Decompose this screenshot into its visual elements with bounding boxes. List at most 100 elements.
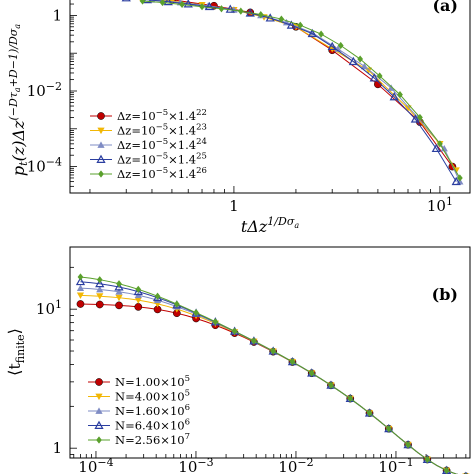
legend-entry: N=1.00×105	[115, 374, 190, 389]
legend-entry: N=6.40×106	[115, 418, 190, 433]
data-point	[357, 55, 364, 63]
series-a-2	[139, 0, 460, 174]
data-point	[134, 303, 143, 311]
data-point	[440, 144, 448, 152]
legend-b: N=1.00×105N=4.00×105N=1.60×106N=6.40×106…	[88, 374, 190, 447]
data-point	[424, 455, 431, 464]
data-point	[270, 347, 277, 355]
data-point	[334, 45, 342, 52]
data-point	[369, 73, 379, 82]
data-point	[139, 0, 141, 1]
data-point	[237, 7, 244, 15]
legend-entry: N=1.60×106	[115, 403, 190, 418]
legend-entry: N=4.00×105	[115, 389, 190, 404]
data-point	[75, 276, 86, 286]
legend-marker	[95, 378, 103, 386]
legend-entry: Δz=10−5×1.425	[117, 152, 207, 167]
data-point	[116, 280, 122, 288]
data-point	[337, 41, 344, 50]
data-point	[159, 0, 166, 7]
data-point	[376, 72, 383, 80]
x-tick-label: 10−3	[178, 456, 213, 474]
data-point	[96, 293, 104, 300]
data-point	[347, 394, 354, 403]
legend-marker	[97, 112, 105, 120]
data-point	[417, 113, 423, 122]
legend-entry: Δz=10−5×1.423	[117, 123, 207, 138]
legend-entry: Δz=10−5×1.422	[117, 108, 207, 123]
y-tick-label: 10−4	[27, 156, 62, 176]
x-tick-label: 1	[229, 197, 239, 215]
data-point	[95, 278, 105, 288]
legend-marker	[95, 393, 103, 401]
data-point	[360, 62, 369, 70]
data-point	[257, 11, 264, 19]
legend-entry: N=2.56×107	[115, 432, 190, 447]
data-point	[389, 92, 399, 101]
data-point	[443, 466, 450, 474]
data-point	[297, 21, 304, 29]
data-point	[121, 0, 131, 2]
data-point	[405, 441, 411, 449]
panel-label-a: (a)	[432, 0, 458, 15]
data-point	[133, 286, 143, 296]
data-point	[96, 276, 103, 284]
data-point	[278, 15, 285, 23]
data-point	[387, 84, 395, 91]
y-tick-label: 1	[52, 439, 62, 457]
data-point	[397, 91, 403, 99]
data-point	[307, 28, 317, 38]
data-point	[115, 301, 123, 310]
legend-marker	[95, 407, 103, 414]
data-point	[366, 409, 373, 417]
data-point	[179, 0, 185, 9]
x-axis-label-a: tΔz1/Dσa	[241, 215, 299, 236]
y-axis-label-a: pt(z)Δz(−Dτa+D−1)/Dσa	[7, 24, 30, 176]
legend-marker	[97, 127, 105, 135]
data-point	[318, 30, 324, 38]
data-point	[115, 288, 123, 295]
data-point	[163, 0, 173, 6]
data-point	[77, 273, 84, 281]
data-point	[115, 294, 123, 302]
data-point	[431, 143, 441, 153]
data-point	[154, 292, 161, 300]
data-point	[328, 381, 334, 389]
data-point	[286, 20, 296, 29]
data-point	[173, 300, 180, 308]
x-tick-label: 101	[427, 195, 453, 215]
data-point	[114, 282, 124, 291]
panel-a: 1 101110−210−4Δz=10−5×1.422Δz=10−5×1.423Δ…	[7, 0, 471, 236]
panel-b: 10−4 10−3 10−2 10−1 101 1 N=1.00×105N=4.00×105…	[5, 246, 471, 474]
panel-label-b: (b)	[432, 285, 458, 304]
legend-entry: Δz=10−5×1.424	[117, 137, 207, 152]
data-point	[410, 114, 420, 123]
x-tick-label: 10−2	[278, 456, 313, 474]
data-point	[76, 292, 85, 299]
legend-a: Δz=10−5×1.422Δz=10−5×1.423Δz=10−5×1.424Δ…	[90, 108, 207, 181]
legend-entry: Δz=10−5×1.426	[117, 166, 207, 181]
data-point	[76, 284, 85, 291]
data-point	[404, 105, 412, 112]
series-b-5	[77, 273, 467, 474]
data-point	[251, 337, 257, 345]
data-point	[96, 285, 104, 293]
data-point	[451, 176, 461, 186]
data-point	[385, 425, 392, 433]
legend-marker	[98, 170, 104, 178]
data-point	[135, 285, 142, 293]
data-point	[134, 297, 142, 304]
data-point	[348, 56, 358, 66]
data-point	[225, 4, 235, 13]
y-tick-label: 101	[36, 298, 62, 318]
x-tick-label: 10−1	[378, 456, 413, 474]
data-point	[95, 300, 104, 309]
data-point	[76, 300, 85, 308]
series-a-5	[139, 0, 463, 182]
data-point	[204, 1, 214, 11]
y-tick-label: 10−2	[27, 80, 62, 100]
data-point	[437, 140, 443, 148]
data-point	[142, 0, 152, 4]
data-point	[193, 309, 199, 317]
